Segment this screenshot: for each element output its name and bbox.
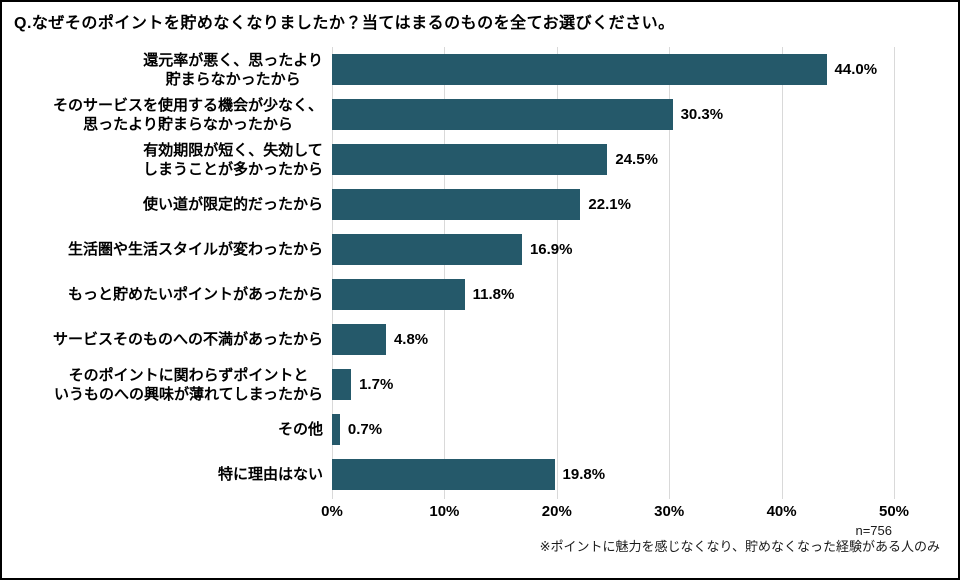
value-label: 1.7% — [359, 376, 394, 393]
gridline — [444, 47, 446, 499]
category-label-cell: サービスそのものへの不満があったから — [2, 330, 332, 349]
category-label: 特に理由はない — [217, 466, 323, 483]
category-label-cell: 有効期限が短く、失効して しまうことが多かったから — [2, 141, 332, 179]
value-label: 0.7% — [347, 421, 383, 438]
bar — [332, 279, 465, 310]
bar — [332, 324, 386, 355]
bar — [332, 234, 522, 265]
category-label-cell: その他 — [2, 420, 332, 439]
category-label: もっと貯めたいポイントがあったから — [67, 286, 323, 303]
value-label: 24.5% — [615, 151, 658, 168]
category-label-cell: 使い道が限定的だったから — [2, 195, 332, 214]
bar-row: そのポイントに関わらずポイントと いうものへの興味が薄れてしまったから 1.7% — [2, 362, 958, 407]
bar-cell: 11.8% — [332, 279, 932, 310]
category-label-cell: 還元率が悪く、思ったより 貯まらなかったから — [2, 51, 332, 89]
bar-cell: 24.5% — [332, 144, 932, 175]
value-label: 30.3% — [680, 106, 724, 123]
gridline — [894, 47, 895, 499]
category-label: サービスそのものへの不満があったから — [52, 331, 323, 348]
category-label: 使い道が限定的だったから — [142, 196, 323, 213]
bar-row: そのサービスを使用する機会が少なく、 思ったより貯まらなかったから 30.3% — [2, 92, 958, 137]
bar-cell: 44.0% — [332, 54, 932, 85]
bar-cell: 4.8% — [332, 324, 932, 355]
category-label-cell: そのサービスを使用する機会が少なく、 思ったより貯まらなかったから — [2, 96, 332, 134]
bar — [332, 414, 340, 445]
footnote: ※ポイントに魅力を感じなくなり、貯めなくなった経験がある人のみ — [539, 539, 940, 554]
bar-chart: 還元率が悪く、思ったより 貯まらなかったから 44.0% そのサービスを使用する機会… — [2, 47, 958, 521]
bar-row: サービスそのものへの不満があったから 4.8% — [2, 317, 958, 362]
bar — [332, 99, 673, 130]
axis-tick-label: 10% — [429, 503, 460, 520]
axis-tick-label: 20% — [541, 503, 572, 520]
gridlines — [332, 47, 895, 499]
bar-cell: 19.8% — [332, 459, 932, 490]
axis-tick-label: 40% — [766, 503, 797, 520]
bar-cell: 30.3% — [332, 99, 932, 130]
value-label: 4.8% — [393, 331, 429, 348]
value-label: 16.9% — [529, 241, 573, 258]
category-label-cell: もっと貯めたいポイントがあったから — [2, 285, 332, 304]
x-axis: 0% 10% 20% 30% 40% 50% — [321, 497, 909, 521]
bar-row: 特に理由はない 19.8% — [2, 452, 958, 497]
value-label: 19.8% — [562, 466, 606, 483]
value-label: 44.0% — [834, 61, 878, 78]
gridline — [332, 47, 333, 499]
value-label: 11.8% — [472, 286, 515, 303]
bar — [332, 459, 555, 490]
gridline — [669, 47, 671, 499]
bar-row: その他 0.7% — [2, 407, 958, 452]
bar-row: 有効期限が短く、失効して しまうことが多かったから 24.5% — [2, 137, 958, 182]
category-label-cell: 特に理由はない — [2, 465, 332, 484]
bar-row: 使い道が限定的だったから 22.1% — [2, 182, 958, 227]
axis-tick-label: 30% — [654, 503, 685, 520]
category-label: 有効期限が短く、失効して しまうことが多かったから — [142, 141, 323, 178]
bar-row: もっと貯めたいポイントがあったから 11.8% — [2, 272, 958, 317]
value-label: 22.1% — [588, 196, 631, 213]
gridline — [556, 47, 558, 499]
bar-row: 生活圏や生活スタイルが変わったから 16.9% — [2, 227, 958, 272]
axis-tick-label: 50% — [878, 503, 910, 520]
bar — [332, 189, 581, 220]
chart-footer: n=756 ※ポイントに魅力を感じなくなり、貯めなくなった経験がある人のみ — [2, 523, 958, 555]
category-label: その他 — [277, 421, 323, 438]
bar-cell: 1.7% — [332, 369, 932, 400]
bar — [332, 54, 827, 85]
bar-rows: 還元率が悪く、思ったより 貯まらなかったから 44.0% そのサービスを使用する機会… — [2, 47, 958, 497]
category-label: 還元率が悪く、思ったより 貯まらなかったから — [143, 51, 323, 88]
category-label: そのポイントに関わらずポイントと いうものへの興味が薄れてしまったから — [54, 366, 323, 403]
category-label: 生活圏や生活スタイルが変わったから — [67, 241, 323, 258]
bar-cell: 0.7% — [332, 414, 932, 445]
bar-cell: 16.9% — [332, 234, 932, 265]
category-label: そのサービスを使用する機会が少なく、 思ったより貯まらなかったから — [52, 96, 323, 133]
gridline — [781, 47, 783, 499]
axis-tick-label: 0% — [321, 503, 343, 520]
category-label-cell: 生活圏や生活スタイルが変わったから — [2, 240, 332, 259]
bar-row: 還元率が悪く、思ったより 貯まらなかったから 44.0% — [2, 47, 958, 92]
category-label-cell: そのポイントに関わらずポイントと いうものへの興味が薄れてしまったから — [2, 366, 332, 404]
chart-title: Q.なぜそのポイントを貯めなくなりましたか？当てはまるのものを全てお選びください… — [14, 15, 675, 32]
bar — [332, 369, 352, 400]
sample-size-label: n=756 — [855, 523, 892, 538]
bar — [332, 144, 608, 175]
bar-cell: 22.1% — [332, 189, 932, 220]
